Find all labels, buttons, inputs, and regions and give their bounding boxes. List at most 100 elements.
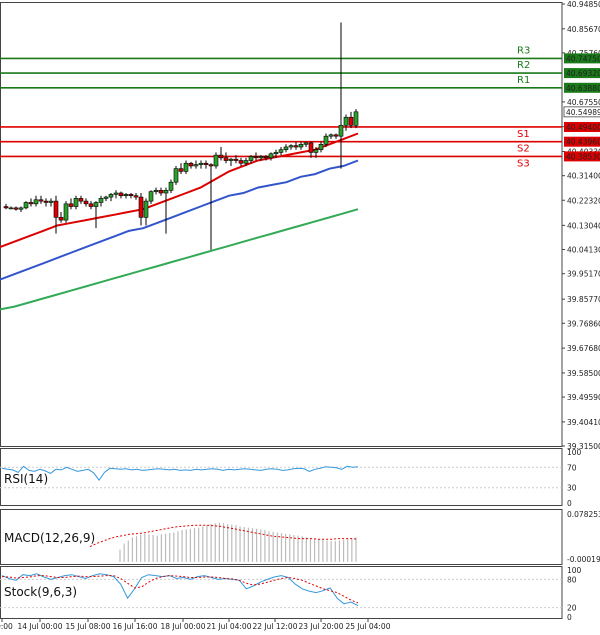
candle-body <box>228 158 234 161</box>
candle-body <box>8 207 14 210</box>
price-axis-label: 40.67550 <box>567 98 600 107</box>
candle-body <box>103 196 109 199</box>
stoch-name: Stock(9,6,3) <box>4 585 77 599</box>
candle-body <box>168 181 174 191</box>
rsi-axis-label: 0 <box>567 499 572 508</box>
candle-body <box>193 164 199 167</box>
candle-body <box>143 200 149 218</box>
candle-body <box>43 200 49 203</box>
level-name-r1: R1 <box>517 75 530 86</box>
candle-body <box>173 168 179 183</box>
level-price-box <box>564 53 600 64</box>
price-axis-label: 39.76860 <box>567 319 600 328</box>
candle-body <box>83 200 89 205</box>
level-price-label: 40.63880 <box>566 84 600 93</box>
candle-body <box>73 198 79 207</box>
candle-body <box>308 142 314 153</box>
time-axis-label: 21 Jul 04:00 <box>207 622 252 631</box>
candle-body <box>138 196 144 218</box>
level-price-box <box>564 136 600 147</box>
macd-pane-frame <box>0 509 563 565</box>
candle-body <box>3 206 9 209</box>
level-name-r3: R3 <box>517 45 530 56</box>
level-name-s1: S1 <box>517 129 530 140</box>
main-pane-frame <box>0 2 563 447</box>
candle-body <box>273 152 279 155</box>
candle-body <box>223 157 229 161</box>
candle-body <box>268 153 274 159</box>
candle-body <box>283 146 289 151</box>
candle-body <box>348 116 354 126</box>
time-axis-label: 00:00 <box>0 622 13 631</box>
stoch-axis-label: 0 <box>567 613 572 622</box>
candle-body <box>133 195 139 198</box>
candle-body <box>353 111 359 126</box>
candle-body <box>178 168 184 172</box>
candle-body <box>318 143 324 151</box>
moving-average-line <box>0 132 359 249</box>
price-axis-label: 40.85670 <box>567 25 600 34</box>
candle-body <box>313 149 319 153</box>
candle-body <box>113 192 119 195</box>
candle-body <box>188 162 194 167</box>
candle-body <box>118 192 124 197</box>
candle-body <box>153 189 159 192</box>
candle-body <box>293 145 299 148</box>
macd-signal-line <box>89 524 359 548</box>
price-axis-label: 40.04130 <box>567 245 600 254</box>
price-axis-label: 39.49590 <box>567 393 600 402</box>
time-axis-label: 25 Jul 04:00 <box>346 622 391 631</box>
price-axis-label: 40.31400 <box>567 172 600 181</box>
candle-body <box>98 198 104 203</box>
candle-body <box>233 158 239 161</box>
level-price-box <box>564 82 600 93</box>
candle-body <box>93 202 99 207</box>
candle-body <box>253 156 259 159</box>
candle-body <box>128 194 134 197</box>
current-price-label: 40.54989 <box>566 108 600 117</box>
price-axis-label: 40.13040 <box>567 221 600 230</box>
stoch-k-line <box>1 573 359 607</box>
rsi-axis-label: 70 <box>567 463 577 472</box>
candle-body <box>208 164 214 167</box>
candle-body <box>198 162 204 165</box>
macd-axis-label: -0.000197 <box>567 555 600 564</box>
candle-body <box>298 143 304 148</box>
price-axis-label: 39.40410 <box>567 418 600 427</box>
candle-body <box>213 154 219 167</box>
candle-body <box>183 162 189 172</box>
time-axis-label: 16 Jul 16:00 <box>113 622 158 631</box>
price-axis-label: 39.58500 <box>567 369 600 378</box>
rsi-name: RSI(14) <box>4 472 48 486</box>
candle-body <box>323 135 329 145</box>
price-axis-label: 40.94850 <box>567 0 600 9</box>
price-axis-label: 39.31500 <box>567 442 600 451</box>
candle-body <box>333 134 339 137</box>
price-axis-label: 39.85770 <box>567 295 600 304</box>
macd-name: MACD(12,26,9) <box>4 531 95 545</box>
candle-body <box>18 207 24 210</box>
level-price-label: 40.74750 <box>566 54 600 63</box>
candle-body <box>58 217 64 221</box>
candle-body <box>248 156 254 161</box>
candle-body <box>158 189 164 194</box>
candle-body <box>258 156 264 159</box>
stoch-pane-frame <box>0 566 563 619</box>
candle-body <box>163 189 169 194</box>
price-axis-label: 39.67680 <box>567 344 600 353</box>
candle-body <box>303 142 309 145</box>
level-price-label: 40.43960 <box>566 138 600 147</box>
candle-body <box>33 199 39 205</box>
candle-body <box>68 203 74 207</box>
price-axis-label: 40.22320 <box>567 196 600 205</box>
candle-body <box>88 203 94 207</box>
level-price-box <box>564 121 600 132</box>
candle-body <box>288 145 294 148</box>
time-axis-label: 23 Jul 20:00 <box>299 622 344 631</box>
level-price-label: 40.69320 <box>566 69 600 78</box>
price-axis-label: 39.95170 <box>567 270 600 279</box>
level-price-box <box>564 68 600 79</box>
level-price-label: 40.49400 <box>566 123 600 132</box>
moving-average-line <box>0 208 359 311</box>
